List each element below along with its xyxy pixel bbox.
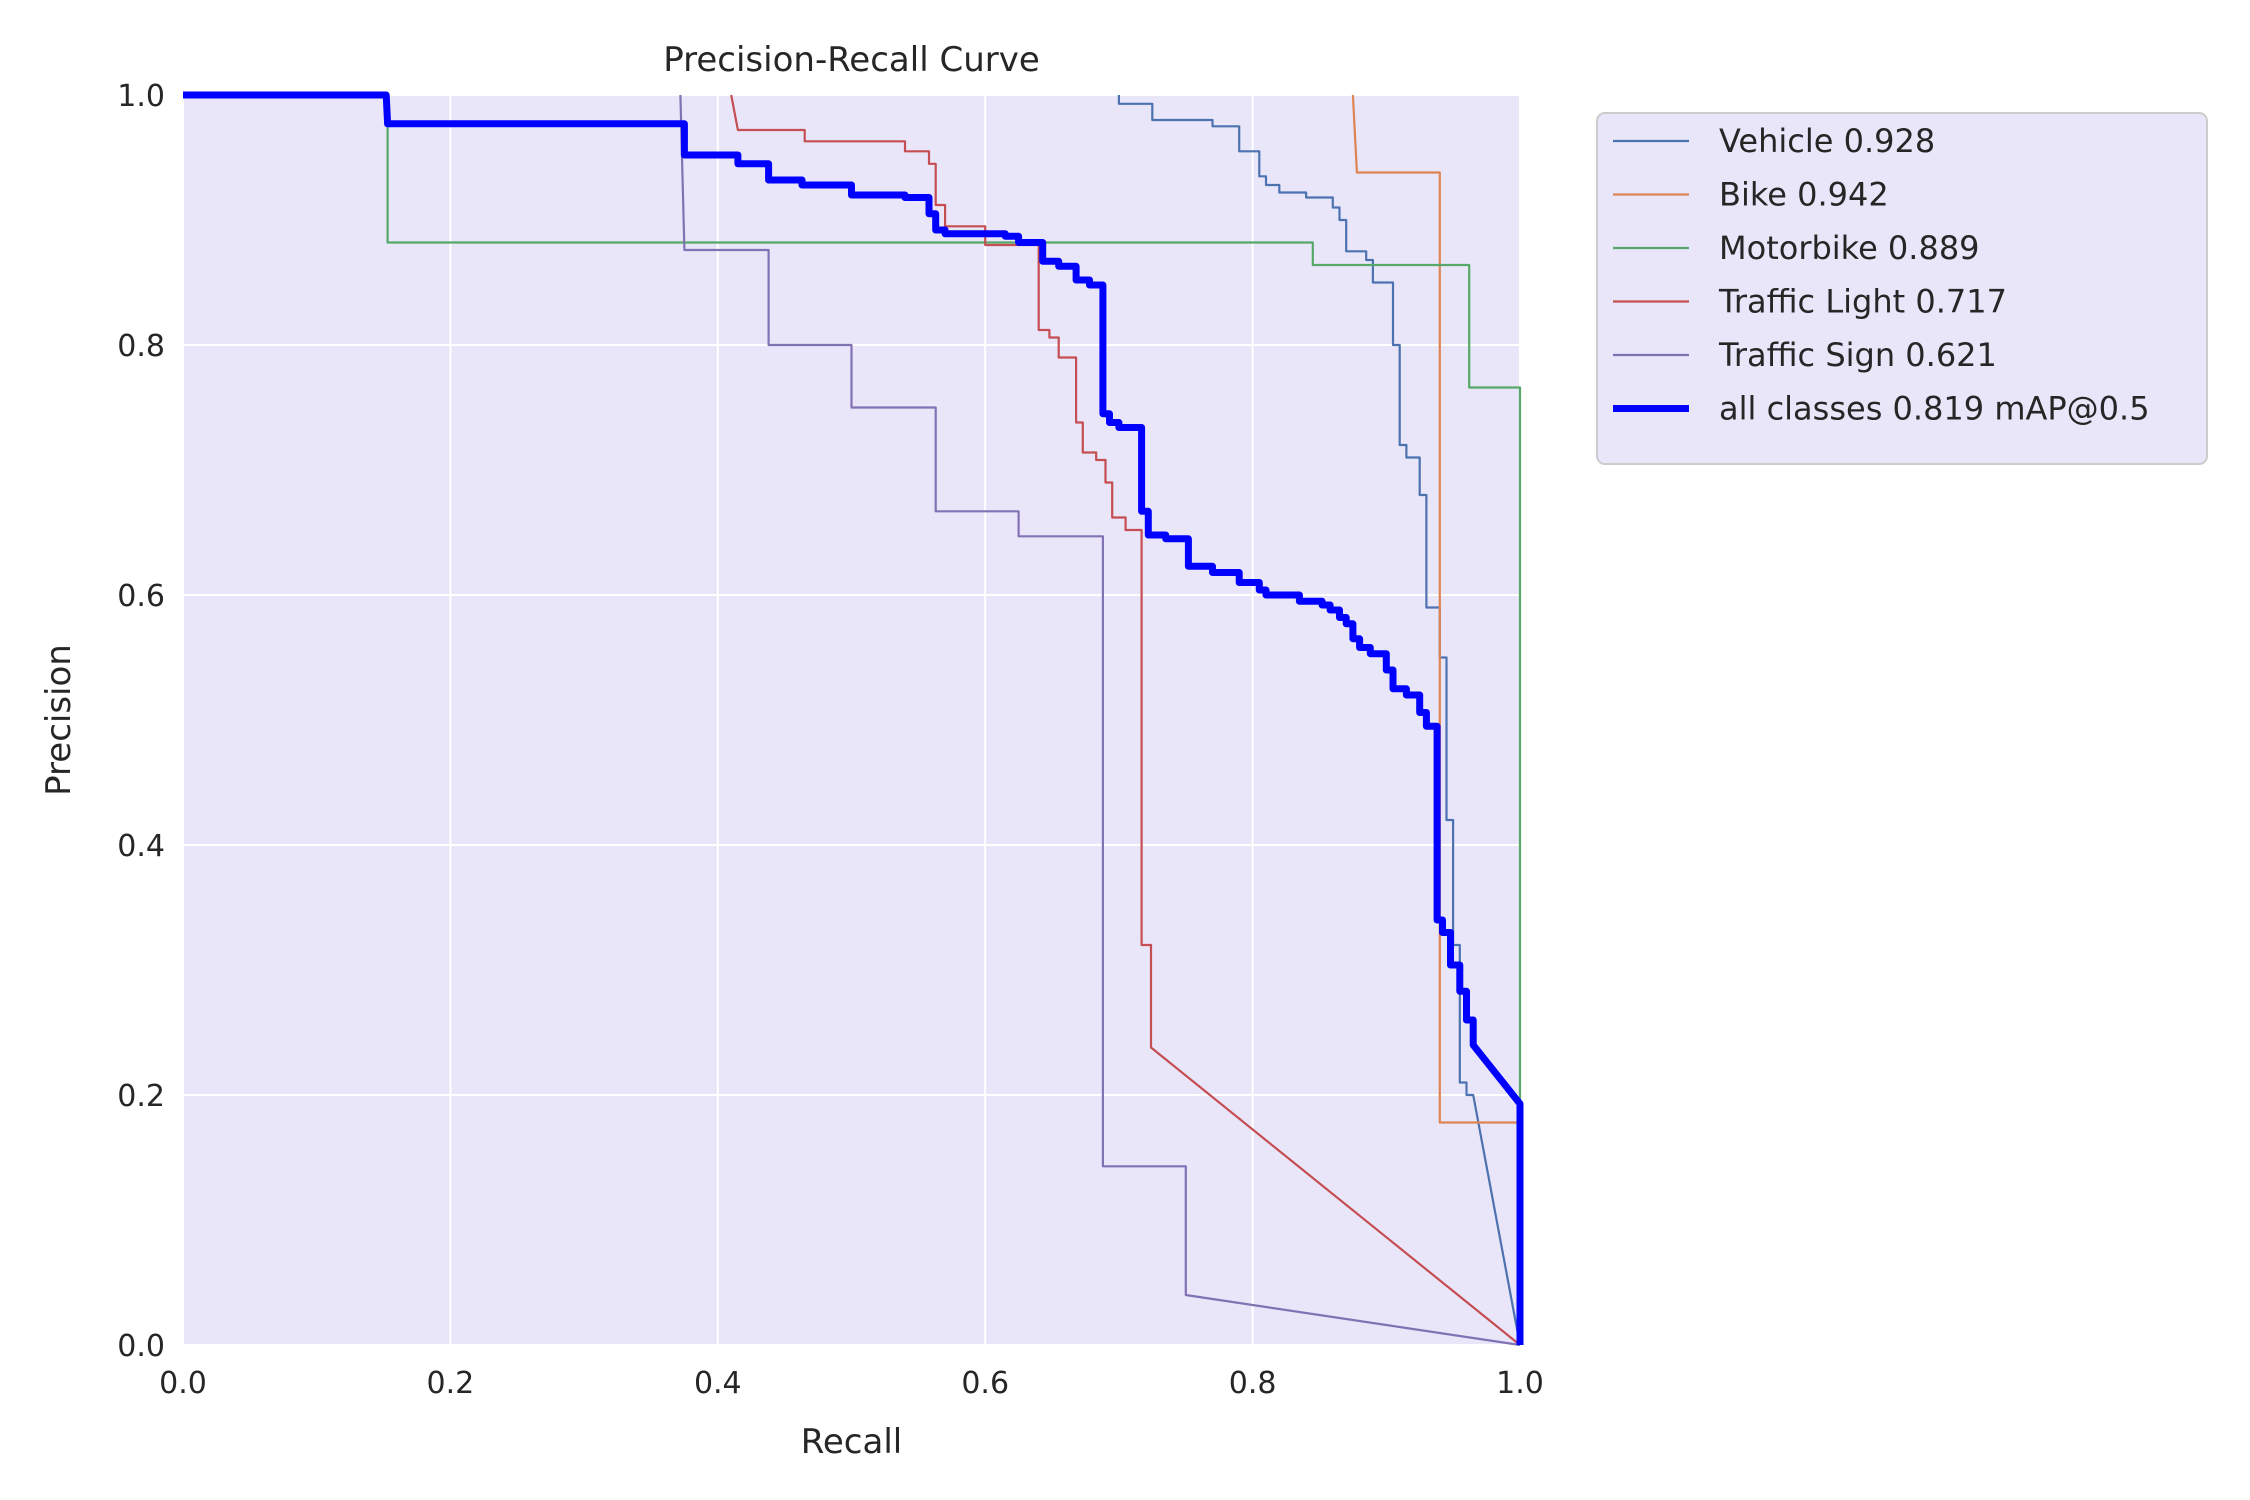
tick-labels: 0.0 0.2 0.4 0.6 0.8 1.0 0.0 0.2 0.4 0.6 0.8 1.0 [117,79,1544,1401]
series-line-all [183,91,1524,1345]
y-tick-label: 0.8 [117,329,165,364]
x-tick-label: 0.8 [1229,1366,1277,1401]
legend-label: Motorbike 0.889 [1719,229,1980,267]
x-tick-label: 0.0 [159,1366,207,1401]
legend: Vehicle 0.928 Bike 0.942 Motorbike 0.889 Tr… [1596,112,2208,465]
y-tick-label: 0.6 [117,579,165,614]
plot-area [183,95,1520,1345]
x-tick-label: 1.0 [1496,1366,1544,1401]
legend-label: Traffic Sign 0.621 [1718,336,1997,374]
y-tick-label: 0.4 [117,829,165,864]
legend-label: Bike 0.942 [1719,176,1889,214]
x-axis-label: Recall [801,1422,902,1462]
legend-label: all classes 0.819 mAP@0.5 [1719,390,2150,428]
chart-title: Precision-Recall Curve [663,40,1040,80]
legend-label: Traffic Light 0.717 [1718,283,2007,321]
series-lines [183,91,1524,1347]
legend-label: Vehicle 0.928 [1719,122,1935,160]
series-line-traffic [679,94,1521,1347]
y-tick-label: 0.0 [117,1329,165,1364]
y-tick-label: 0.2 [117,1079,165,1114]
series-line-traffic [730,94,1521,1346]
legend-box [1596,112,2208,465]
y-axis-label: Precision [39,644,79,796]
x-tick-label: 0.4 [694,1366,742,1401]
x-tick-label: 0.2 [427,1366,475,1401]
x-tick-label: 0.6 [961,1366,1009,1401]
series-line-motorbike [183,93,1522,1345]
y-tick-label: 1.0 [117,79,165,114]
series-line-vehicle [1117,95,1522,1346]
